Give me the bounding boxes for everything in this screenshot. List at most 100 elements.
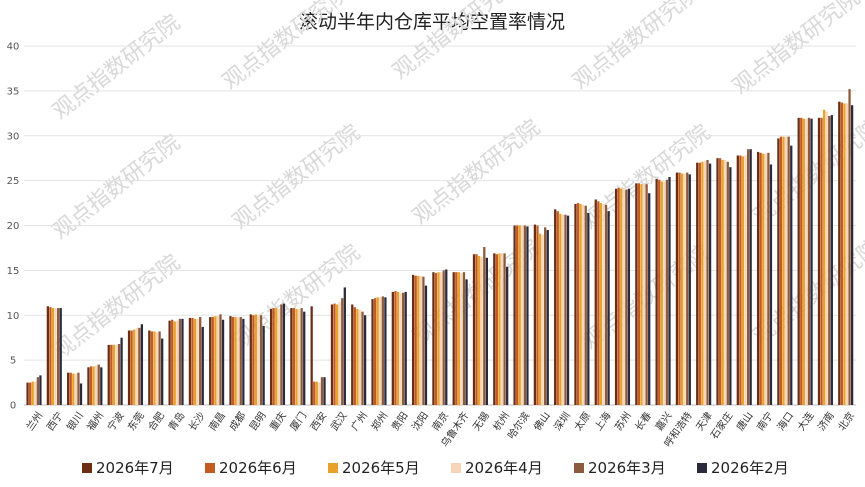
bar — [822, 109, 826, 405]
bar — [201, 326, 204, 405]
bar — [440, 272, 443, 405]
bar — [541, 234, 544, 405]
bar — [797, 117, 800, 406]
bar — [721, 159, 724, 405]
watermark-text: 观点指数研究院 — [568, 0, 705, 95]
bar — [92, 366, 95, 405]
bar — [72, 373, 75, 405]
bar — [843, 103, 846, 405]
bar — [566, 215, 570, 405]
bar — [594, 199, 597, 405]
x-tick-label: 济南 — [815, 409, 837, 433]
bar — [158, 331, 161, 405]
bar — [57, 308, 60, 405]
bar — [117, 343, 121, 405]
bar — [769, 164, 773, 405]
bar — [635, 183, 638, 405]
bar — [820, 117, 823, 406]
bar — [97, 364, 100, 405]
legend-label: 2026年4月 — [465, 459, 543, 477]
x-tick-label: 南昌 — [206, 409, 228, 433]
bar — [353, 307, 356, 405]
bar — [513, 225, 516, 405]
bar — [767, 152, 770, 405]
bar — [741, 156, 745, 405]
x-tick-label: 东莞 — [125, 409, 147, 433]
bar — [556, 211, 559, 405]
x-tick-label: 厦门 — [287, 409, 309, 433]
bar — [310, 306, 313, 405]
y-tick-label: 40 — [7, 42, 20, 53]
bar — [196, 318, 199, 405]
bar — [642, 184, 646, 405]
x-tick-label: 福州 — [84, 409, 106, 433]
bar — [313, 381, 316, 405]
bar — [231, 317, 235, 405]
watermark-text: 观点指数研究院 — [218, 0, 355, 95]
bar — [214, 316, 217, 405]
bar — [239, 317, 242, 405]
bar — [320, 377, 324, 405]
x-tick-label: 合肥 — [145, 409, 167, 433]
bar — [574, 203, 577, 405]
bar — [39, 375, 42, 405]
legend-swatch — [82, 463, 92, 473]
bar — [343, 287, 346, 405]
bar — [696, 162, 699, 405]
bar — [138, 327, 141, 405]
legend-swatch — [697, 463, 707, 473]
bar — [437, 272, 440, 405]
legend-label: 2026年5月 — [342, 459, 420, 477]
bar — [254, 314, 258, 405]
bar — [234, 317, 237, 405]
bar — [790, 145, 793, 405]
bar — [330, 304, 334, 405]
y-tick-label: 20 — [7, 221, 20, 232]
bar — [161, 338, 164, 405]
x-tick-label: 长沙 — [186, 410, 207, 433]
bar — [295, 308, 298, 405]
bar — [356, 308, 359, 405]
y-tick-label: 25 — [7, 176, 20, 187]
bar — [716, 158, 719, 405]
x-tick-label: 无锡 — [470, 409, 492, 433]
x-tick-label: 太原 — [571, 409, 593, 433]
bar — [675, 172, 679, 405]
bar — [171, 319, 174, 405]
bar — [399, 292, 402, 405]
bar — [503, 253, 506, 405]
bar — [77, 372, 80, 405]
bar — [252, 315, 255, 405]
bar — [396, 291, 400, 405]
bar — [640, 184, 643, 405]
bar — [759, 152, 762, 405]
bar — [280, 304, 283, 405]
bar — [744, 155, 747, 405]
bar — [559, 213, 562, 405]
bar — [480, 256, 483, 405]
bar — [457, 272, 460, 405]
bar — [739, 155, 742, 405]
x-tick-label: 石家庄 — [707, 409, 735, 441]
bar — [315, 381, 318, 405]
bar — [323, 377, 326, 405]
bar — [620, 188, 623, 405]
bar — [701, 161, 704, 405]
bar — [394, 291, 397, 405]
bar — [660, 181, 663, 405]
bar — [599, 203, 603, 405]
x-tick-label: 西宁 — [44, 409, 66, 433]
bar — [411, 274, 415, 405]
y-tick-label: 5 — [10, 356, 16, 367]
bar — [219, 314, 222, 405]
bar — [665, 179, 669, 405]
bar — [637, 183, 641, 405]
bar — [498, 253, 501, 405]
bar — [521, 225, 524, 405]
x-tick-label: 哈尔滨 — [505, 409, 533, 441]
bar — [269, 308, 273, 405]
bar — [764, 153, 767, 405]
bar — [199, 317, 202, 405]
bar — [237, 317, 240, 405]
bar — [678, 172, 681, 405]
